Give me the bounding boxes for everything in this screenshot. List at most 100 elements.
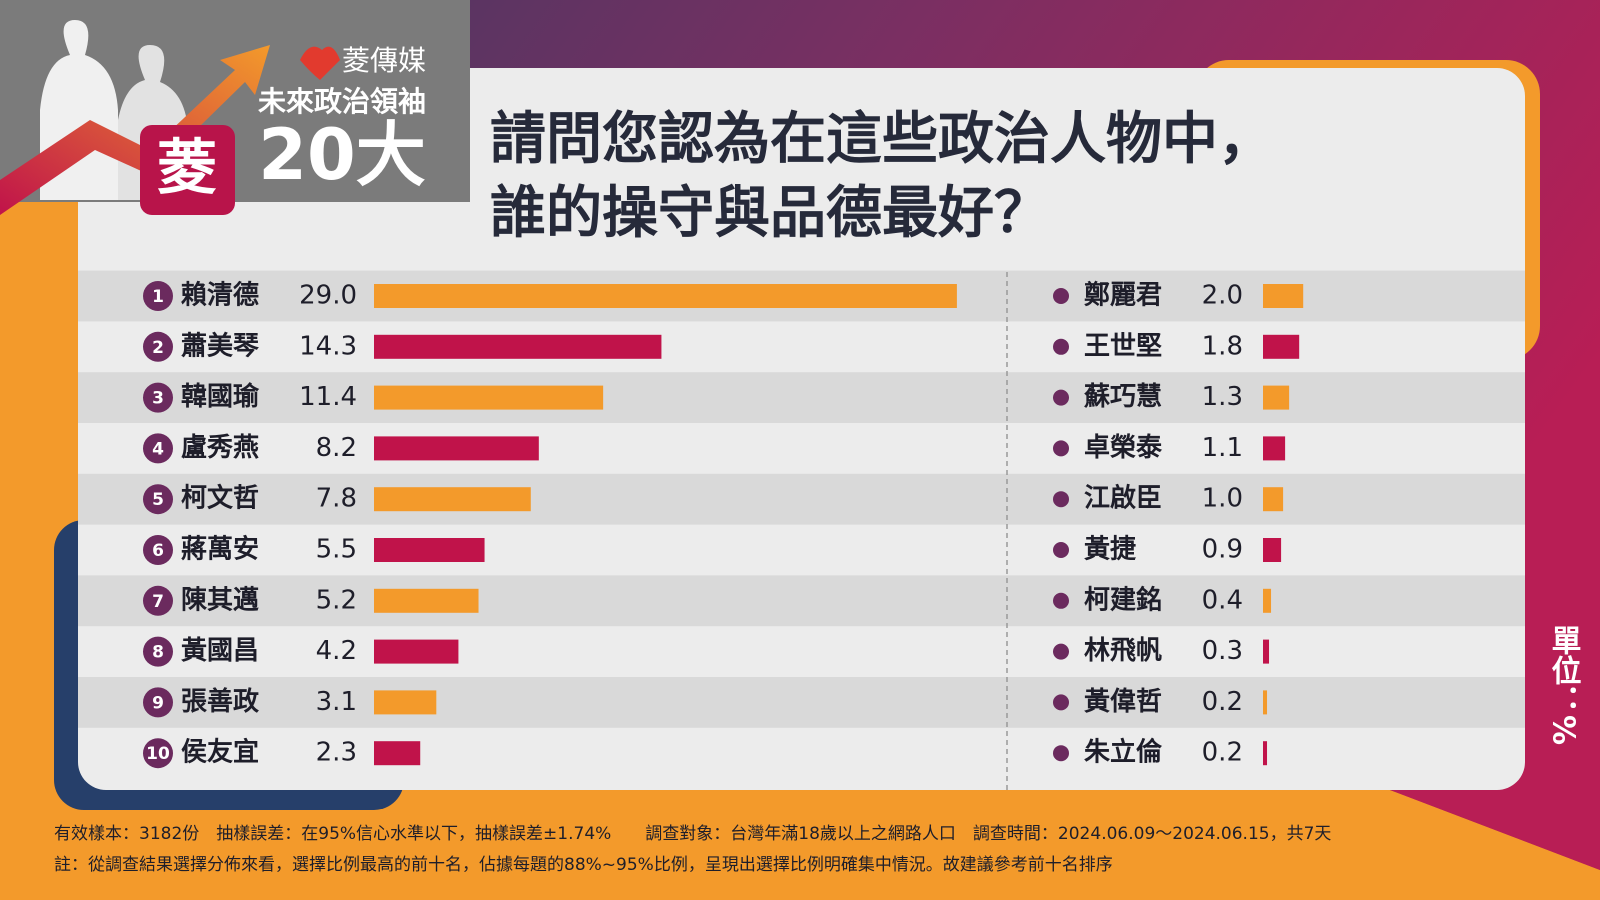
rank-circle: [143, 281, 173, 311]
category-label: 柯文哲: [181, 483, 259, 514]
value-label: 1.3: [1202, 382, 1243, 412]
title: 請問您認為在這些政治人物中，: [490, 107, 1274, 172]
bar: [374, 588, 479, 613]
category-label: 鄭麗君: [1084, 280, 1162, 311]
rank: 8: [152, 643, 164, 663]
category-label: 林飛帆: [1084, 636, 1162, 666]
bullet: [1053, 745, 1069, 762]
row-band: [78, 372, 1525, 423]
badge-big: 20大: [258, 114, 425, 196]
category-label: 陳其邁: [181, 585, 259, 615]
value-label: 1.1: [1202, 433, 1243, 463]
bar: [374, 538, 485, 562]
category-label: 江啟臣: [1084, 484, 1162, 514]
crimson-area: [1390, 560, 1600, 870]
bar: [1263, 487, 1284, 512]
category-label: 朱立倫: [1084, 737, 1163, 768]
bar: [1263, 385, 1290, 410]
bar: [1263, 741, 1268, 766]
rank-circle: [143, 331, 173, 362]
rank: 1: [152, 287, 164, 307]
value-label: 3.1: [316, 687, 357, 717]
badge-line: 未來政治領袖: [258, 85, 426, 118]
bar: [374, 284, 957, 308]
bar: [374, 639, 459, 664]
category-label: 賴清德: [181, 281, 259, 311]
category-label: 黃國昌: [181, 636, 259, 666]
bar: [1263, 538, 1282, 562]
rank: 3: [152, 389, 164, 409]
category-label: 卓榮泰: [1084, 433, 1163, 463]
category-label: 黃捷: [1084, 535, 1136, 565]
rank-circle: [143, 585, 173, 616]
value-label: 8.2: [316, 433, 357, 463]
bullet: [1053, 542, 1069, 558]
bar: [1263, 639, 1270, 664]
category-label: 蕭美琴: [181, 330, 259, 361]
bar: [1263, 588, 1272, 613]
rank: 2: [152, 338, 164, 358]
value-label: 4.2: [316, 636, 357, 666]
value-label: 0.2: [1202, 738, 1243, 768]
rank: 10: [146, 744, 170, 764]
rank: 7: [152, 592, 164, 612]
rank: 4: [152, 439, 164, 459]
value-label: 1.8: [1202, 331, 1243, 361]
bar: [1263, 334, 1300, 359]
rank-circle: [143, 433, 173, 464]
value-label: 14.3: [299, 331, 357, 361]
bullet: [1053, 288, 1069, 304]
value-label: 29.0: [299, 281, 357, 311]
category-label: 蔣萬安: [181, 535, 259, 565]
logo: [300, 46, 340, 80]
rank: 6: [152, 541, 164, 561]
category-label: 張善政: [181, 686, 259, 717]
bar: [374, 385, 604, 410]
arrow: [0, 45, 270, 215]
category-label: 王世堅: [1084, 331, 1162, 361]
unit: 單位：%: [1546, 625, 1582, 745]
category-label: 韓國瑜: [181, 381, 260, 412]
category-label: 黃偉哲: [1084, 687, 1162, 717]
value-label: 5.2: [316, 585, 357, 615]
rank-circle: [143, 738, 173, 769]
value-label: 0.4: [1202, 585, 1243, 615]
badge-mark-box: [140, 125, 235, 215]
brand: 菱傳媒: [342, 44, 426, 77]
row-band: [78, 677, 1525, 728]
bullet: [1053, 440, 1069, 457]
value-label: 11.4: [299, 382, 357, 412]
badge-mark: 菱: [157, 134, 217, 204]
bar: [1263, 284, 1304, 308]
footer: 註：從調查結果選擇分佈來看，選擇比例最高的前十名，佔據每題的88%~95%比例，…: [54, 855, 1113, 875]
category-label: 柯建銘: [1084, 584, 1162, 615]
bar: [374, 741, 421, 766]
value-label: 0.2: [1202, 687, 1243, 717]
category-label: 侯友宜: [181, 737, 259, 768]
rank-circle: [143, 535, 173, 565]
value-label: 2.0: [1202, 281, 1243, 311]
rank-circle: [143, 687, 173, 718]
bullet: [1053, 694, 1069, 711]
rank-circle: [143, 382, 173, 413]
value-label: 5.5: [316, 535, 357, 565]
rank: 5: [152, 490, 164, 510]
bullet: [1053, 491, 1069, 508]
bullet: [1053, 338, 1069, 355]
rank-circle: [143, 484, 173, 515]
bullet: [1053, 592, 1069, 609]
footer: 有效樣本：3182份 抽樣誤差：在95%信心水準以下，抽樣誤差±1.74% 調查…: [54, 824, 1331, 844]
rank: 9: [152, 693, 164, 713]
bar: [374, 690, 437, 715]
category-label: 蘇巧慧: [1084, 382, 1162, 412]
value-label: 7.8: [316, 484, 357, 514]
value-label: 0.3: [1202, 636, 1243, 666]
bar: [374, 334, 662, 359]
rank-circle: [143, 636, 173, 667]
bar: [1263, 690, 1268, 715]
row-band: [78, 473, 1525, 525]
bar: [374, 436, 539, 461]
bar: [1263, 436, 1286, 461]
